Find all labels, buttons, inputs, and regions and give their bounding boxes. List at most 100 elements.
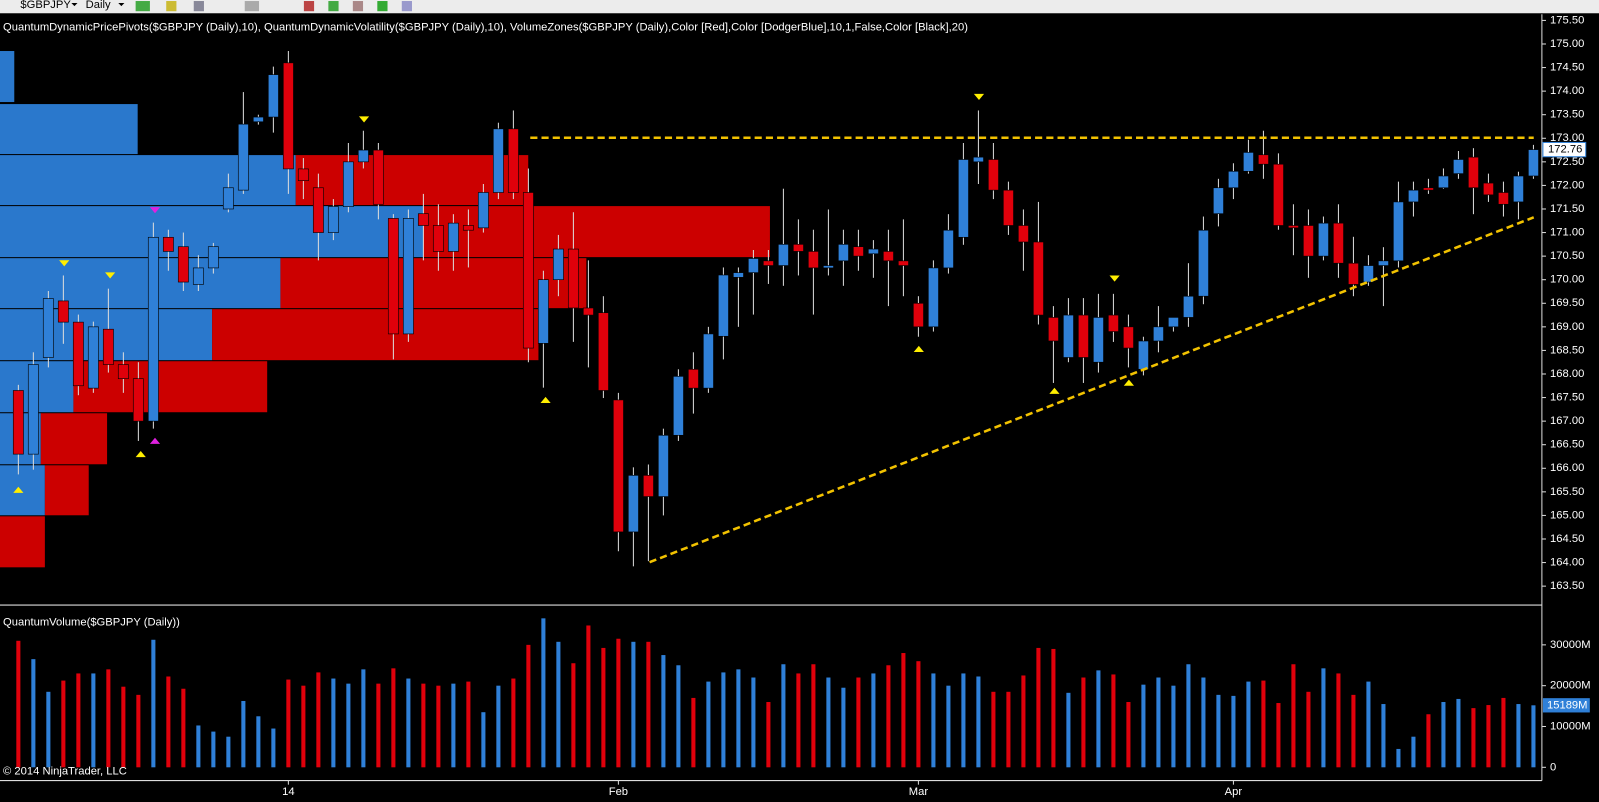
volume-bar [916, 661, 921, 768]
volume-bar [1516, 704, 1521, 768]
volume-bar [646, 641, 651, 768]
x-tick-label: Feb [609, 786, 628, 798]
y-tick-label: 168.00 [1550, 368, 1584, 380]
dropdown-arrow [71, 3, 78, 7]
toolbar: $GBPJPY Daily [0, 0, 1599, 14]
y-tick-label: 20000M [1550, 680, 1591, 692]
candle-body [567, 248, 579, 309]
candle-body [867, 248, 879, 255]
volume-bar [976, 676, 981, 768]
volume-bar [1171, 685, 1176, 768]
volume-bar [391, 668, 396, 768]
y-tick-label: 175.00 [1550, 38, 1584, 50]
candle-body [988, 159, 999, 191]
candle-body [537, 279, 549, 344]
volume-bar [61, 680, 66, 768]
candle-body [1303, 225, 1314, 257]
volume-bar [181, 688, 186, 768]
candle-body [1318, 222, 1329, 257]
volume-bar [871, 673, 876, 768]
y-tick-label: 167.00 [1550, 415, 1584, 427]
candle-body [837, 244, 849, 262]
candle-body [1048, 317, 1059, 342]
last-price-label: 172.76 [1548, 144, 1582, 156]
volume-bar [1081, 677, 1086, 768]
volume-bar [1426, 714, 1431, 768]
draw-button[interactable] [166, 1, 177, 12]
y-tick-label: 175.50 [1550, 14, 1584, 26]
candle-body [552, 248, 564, 281]
bar-type-button[interactable] [135, 1, 150, 12]
indicator-button[interactable] [303, 1, 315, 12]
y-tick-label: 166.00 [1550, 462, 1584, 474]
series [12, 51, 1539, 768]
y-tick-label: 173.50 [1550, 109, 1584, 121]
volume-bar [1471, 708, 1476, 768]
volatility-marker [149, 207, 161, 214]
symbol-selector[interactable]: $GBPJPY [20, 0, 71, 11]
volume-bar [571, 663, 576, 768]
template-button[interactable] [352, 1, 364, 12]
y-tick-label: 170.00 [1550, 274, 1584, 286]
volume-bar [1216, 694, 1221, 768]
y-tick-label: 172.00 [1550, 179, 1584, 191]
candle-body [207, 246, 219, 269]
volume-bar [901, 653, 906, 768]
properties-button[interactable] [401, 1, 412, 12]
candle-body [882, 251, 894, 262]
cursor-button[interactable] [244, 1, 260, 12]
volume-bar [1411, 736, 1416, 768]
volume-bar [886, 665, 891, 768]
candle-body [1528, 149, 1539, 177]
orders-button[interactable] [377, 1, 388, 12]
candle-body [762, 260, 774, 266]
volume-bar [1396, 748, 1401, 768]
interval-selector[interactable]: Daily [86, 0, 111, 11]
volume-bar [1306, 691, 1311, 768]
toolbar-bg [0, 0, 1599, 14]
volume-bar [1096, 670, 1101, 768]
candle-body [642, 475, 654, 497]
volume-bar [1351, 694, 1356, 768]
candle-body [687, 368, 699, 389]
pivot-high [59, 260, 70, 267]
volume-bar [1246, 681, 1251, 768]
candle-body [342, 161, 354, 207]
zone-sell [73, 361, 268, 413]
candle-body [1213, 187, 1224, 215]
volume-bar [601, 647, 606, 768]
volume-bar [691, 697, 696, 768]
candle-body [477, 192, 489, 229]
y-tick-label: 164.50 [1550, 533, 1584, 545]
candle-body [1378, 260, 1389, 266]
zone-sell [295, 155, 529, 206]
volume-bar [196, 725, 201, 768]
volume-bar [826, 677, 831, 768]
volume-bar [751, 677, 756, 768]
tool-button[interactable] [193, 1, 204, 12]
zone-sell [423, 206, 770, 258]
pivot-high [105, 272, 116, 279]
volume-bar [271, 728, 276, 768]
zone-buy [0, 258, 281, 309]
y-tick-label: 0 [1550, 761, 1556, 773]
volume-bar [1156, 677, 1161, 768]
volume-bar [91, 673, 96, 768]
volume-bar [1501, 697, 1506, 768]
candle-body [612, 399, 624, 533]
volume-bar [676, 665, 681, 768]
last-volume-box [1542, 698, 1590, 713]
pivot-low [913, 345, 924, 353]
candle-body [1063, 314, 1074, 358]
strategy-button[interactable] [328, 1, 339, 12]
candle-body [1138, 340, 1149, 370]
volume-bar [931, 673, 936, 768]
volume-bar [1126, 702, 1131, 768]
candle-body [222, 187, 234, 210]
pivot-low [540, 396, 551, 404]
last-volume-label: 15189M [1547, 699, 1588, 711]
volume-bar [841, 687, 846, 768]
y-tick-label: 174.00 [1550, 85, 1584, 97]
volume-bar [961, 673, 966, 768]
candle-body [1468, 156, 1479, 189]
